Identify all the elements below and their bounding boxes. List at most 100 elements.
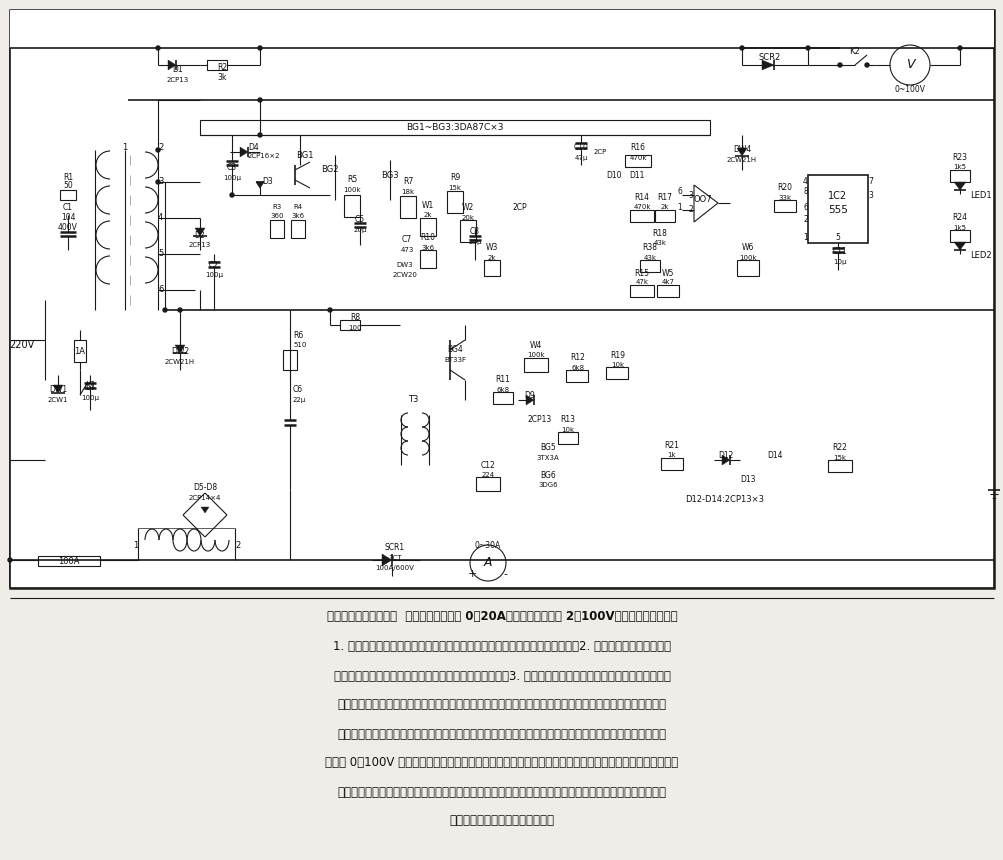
Text: 3: 3 bbox=[157, 177, 163, 187]
Polygon shape bbox=[721, 455, 729, 465]
Text: R19: R19 bbox=[610, 351, 625, 359]
Text: 555: 555 bbox=[827, 205, 848, 215]
Bar bbox=[38, 556, 100, 566]
Text: 100μ: 100μ bbox=[223, 175, 241, 181]
Bar bbox=[949, 230, 969, 242]
Text: 100k: 100k bbox=[343, 187, 360, 193]
Text: 3k6: 3k6 bbox=[291, 213, 304, 219]
Text: 2CW20: 2CW20 bbox=[392, 272, 417, 278]
Text: 100μ: 100μ bbox=[205, 272, 223, 278]
Text: LED2: LED2 bbox=[969, 250, 991, 260]
Text: 2k: 2k bbox=[660, 204, 669, 210]
Polygon shape bbox=[736, 148, 746, 156]
Text: SCR2: SCR2 bbox=[758, 53, 780, 63]
Bar bbox=[524, 358, 548, 372]
Bar bbox=[639, 260, 659, 272]
Text: D4: D4 bbox=[248, 143, 259, 151]
Text: C5: C5 bbox=[355, 216, 365, 224]
Text: 2CP13: 2CP13 bbox=[528, 415, 552, 425]
Text: 4: 4 bbox=[157, 213, 163, 223]
Circle shape bbox=[838, 63, 842, 67]
Bar bbox=[74, 340, 86, 362]
Circle shape bbox=[155, 148, 159, 152]
Text: D5-D8: D5-D8 bbox=[193, 483, 217, 493]
Bar bbox=[10, 10, 993, 588]
Text: 3: 3 bbox=[868, 192, 872, 200]
Text: C10: C10 bbox=[573, 144, 588, 152]
Bar bbox=[566, 370, 588, 382]
Text: 33k: 33k bbox=[777, 195, 790, 201]
Text: W2: W2 bbox=[461, 204, 473, 212]
Text: R5: R5 bbox=[346, 175, 357, 185]
Circle shape bbox=[258, 98, 262, 102]
Bar bbox=[629, 285, 653, 297]
Circle shape bbox=[258, 46, 262, 50]
Bar bbox=[340, 320, 360, 330]
Text: C6: C6 bbox=[293, 385, 303, 395]
Text: D11: D11 bbox=[629, 170, 644, 180]
Text: C8: C8 bbox=[469, 228, 479, 236]
Text: 2k: 2k bbox=[487, 255, 495, 261]
Text: W4: W4 bbox=[530, 341, 542, 349]
Circle shape bbox=[162, 308, 166, 312]
Text: 6: 6 bbox=[802, 202, 807, 212]
Text: W5: W5 bbox=[661, 268, 674, 278]
Text: 6: 6 bbox=[157, 286, 163, 294]
Text: R9: R9 bbox=[449, 174, 459, 182]
Text: 50: 50 bbox=[63, 181, 73, 191]
Text: W1: W1 bbox=[421, 200, 433, 210]
Text: D12: D12 bbox=[717, 451, 733, 459]
Text: 43k: 43k bbox=[653, 240, 666, 246]
Text: 470k: 470k bbox=[629, 155, 646, 161]
Text: 4k7: 4k7 bbox=[661, 279, 674, 285]
Polygon shape bbox=[195, 228, 205, 236]
Text: 1: 1 bbox=[677, 204, 682, 212]
Text: W3: W3 bbox=[485, 243, 497, 253]
Text: R14: R14 bbox=[634, 193, 649, 201]
Text: R21: R21 bbox=[664, 440, 679, 450]
Bar bbox=[807, 175, 868, 243]
Circle shape bbox=[805, 46, 809, 50]
Text: 47k: 47k bbox=[635, 279, 648, 285]
Text: T3: T3 bbox=[407, 396, 418, 404]
Text: 220V: 220V bbox=[9, 340, 34, 350]
Text: 5: 5 bbox=[834, 234, 840, 243]
Text: 3k6: 3k6 bbox=[421, 245, 434, 251]
Text: R22: R22 bbox=[831, 444, 847, 452]
Text: 3k: 3k bbox=[217, 73, 227, 83]
Text: D13: D13 bbox=[739, 476, 755, 484]
Bar bbox=[207, 60, 227, 70]
Text: 20k: 20k bbox=[461, 215, 474, 221]
Text: 22μ: 22μ bbox=[293, 397, 306, 403]
Bar bbox=[656, 285, 678, 297]
Text: 3: 3 bbox=[687, 191, 692, 200]
Text: 100A: 100A bbox=[58, 556, 79, 566]
Text: 1A: 1A bbox=[74, 347, 85, 355]
Text: LED1: LED1 bbox=[969, 191, 991, 200]
Text: -: - bbox=[503, 569, 507, 579]
Bar bbox=[660, 458, 682, 470]
Text: BG2: BG2 bbox=[321, 165, 338, 175]
Text: 2: 2 bbox=[157, 144, 163, 152]
Text: 2CP14×4: 2CP14×4 bbox=[189, 495, 221, 501]
Text: R4: R4 bbox=[293, 204, 302, 210]
Text: 400V: 400V bbox=[58, 223, 78, 231]
Text: 可控硅恒流定压充电机  本充电机输出电流 0～20A，定压输出范围是 2～100V。且具有如下特点：: 可控硅恒流定压充电机 本充电机输出电流 0～20A，定压输出范围是 2～100V… bbox=[326, 611, 677, 624]
Bar bbox=[459, 220, 475, 242]
Text: 8: 8 bbox=[802, 187, 807, 196]
Text: 100: 100 bbox=[348, 325, 361, 331]
Text: SCR1: SCR1 bbox=[384, 544, 404, 552]
Bar bbox=[558, 432, 578, 444]
Text: BG4: BG4 bbox=[446, 346, 462, 354]
Text: R24: R24 bbox=[952, 213, 967, 223]
Text: A: A bbox=[483, 556, 491, 569]
Text: 47μ: 47μ bbox=[574, 155, 587, 161]
Text: 3DG6: 3DG6 bbox=[538, 482, 558, 488]
Text: W6: W6 bbox=[741, 243, 753, 253]
Text: 2CP13: 2CP13 bbox=[189, 242, 211, 248]
Text: 473: 473 bbox=[400, 247, 413, 253]
Bar bbox=[629, 210, 653, 222]
Polygon shape bbox=[381, 554, 391, 566]
Text: 2CP16×2: 2CP16×2 bbox=[248, 153, 280, 159]
Text: 2CP: 2CP bbox=[513, 204, 527, 212]
